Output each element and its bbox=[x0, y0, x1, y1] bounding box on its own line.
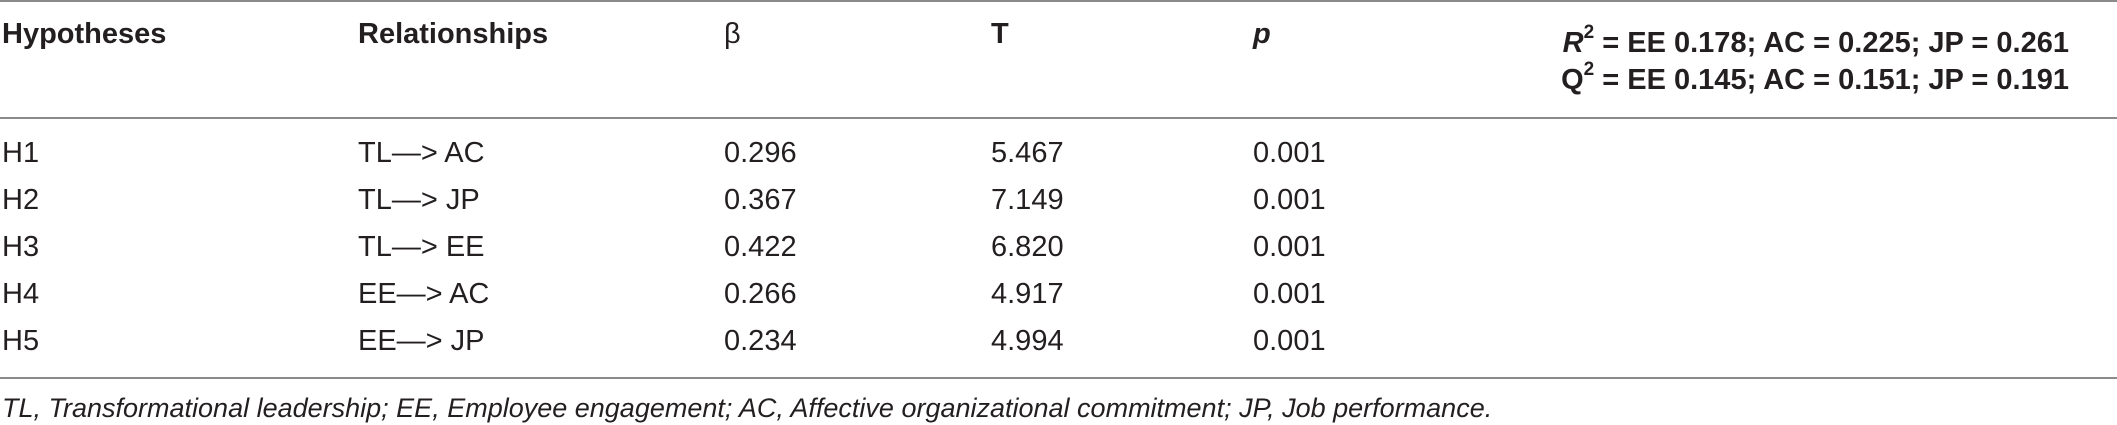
q-squared-summary: Q2 = EE 0.145; AC = 0.151; JP = 0.191 bbox=[1561, 60, 2069, 97]
row-5-beta: 0.234 bbox=[724, 325, 797, 357]
r-squared-summary: R2 = EE 0.178; AC = 0.225; JP = 0.261 bbox=[1562, 23, 2069, 60]
row-2-p: 0.001 bbox=[1253, 184, 1326, 216]
header-relationships: Relationships bbox=[358, 18, 549, 50]
q-squared-values: = EE 0.145; AC = 0.151; JP = 0.191 bbox=[1594, 64, 2069, 96]
row-5-t: 4.994 bbox=[991, 325, 1064, 357]
table-top-rule bbox=[0, 0, 2117, 2]
row-1-p: 0.001 bbox=[1253, 137, 1326, 169]
table-footnote: TL, Transformational leadership; EE, Emp… bbox=[2, 393, 1493, 423]
row-4-beta: 0.266 bbox=[724, 278, 797, 310]
r-squared-values: = EE 0.178; AC = 0.225; JP = 0.261 bbox=[1594, 27, 2069, 59]
q-squared-superscript: 2 bbox=[1583, 59, 1595, 81]
row-3-hypothesis: H3 bbox=[2, 231, 40, 263]
r-squared-symbol: R bbox=[1562, 27, 1584, 59]
row-4-relationship: EE—> AC bbox=[358, 278, 490, 310]
header-t: T bbox=[991, 18, 1009, 50]
row-5-relationship: EE—> JP bbox=[358, 325, 485, 357]
table-bottom-rule bbox=[0, 377, 2117, 379]
row-2-hypothesis: H2 bbox=[2, 184, 40, 216]
header-beta: β bbox=[724, 18, 741, 50]
header-hypotheses: Hypotheses bbox=[2, 18, 167, 50]
row-2-relationship: TL—> JP bbox=[358, 184, 480, 216]
row-3-beta: 0.422 bbox=[724, 231, 797, 263]
row-3-relationship: TL—> EE bbox=[358, 231, 485, 263]
row-5-hypothesis: H5 bbox=[2, 325, 40, 357]
row-2-t: 7.149 bbox=[991, 184, 1064, 216]
row-3-t: 6.820 bbox=[991, 231, 1064, 263]
row-5-p: 0.001 bbox=[1253, 325, 1326, 357]
header-p: p bbox=[1253, 18, 1271, 50]
row-3-p: 0.001 bbox=[1253, 231, 1326, 263]
row-4-t: 4.917 bbox=[991, 278, 1064, 310]
row-1-hypothesis: H1 bbox=[2, 137, 40, 169]
q-squared-symbol: Q bbox=[1561, 64, 1584, 96]
r-squared-superscript: 2 bbox=[1583, 22, 1595, 44]
row-1-beta: 0.296 bbox=[724, 137, 797, 169]
header-rule bbox=[0, 117, 2117, 119]
row-4-hypothesis: H4 bbox=[2, 278, 40, 310]
row-1-t: 5.467 bbox=[991, 137, 1064, 169]
row-2-beta: 0.367 bbox=[724, 184, 797, 216]
row-1-relationship: TL—> AC bbox=[358, 137, 485, 169]
row-4-p: 0.001 bbox=[1253, 278, 1326, 310]
